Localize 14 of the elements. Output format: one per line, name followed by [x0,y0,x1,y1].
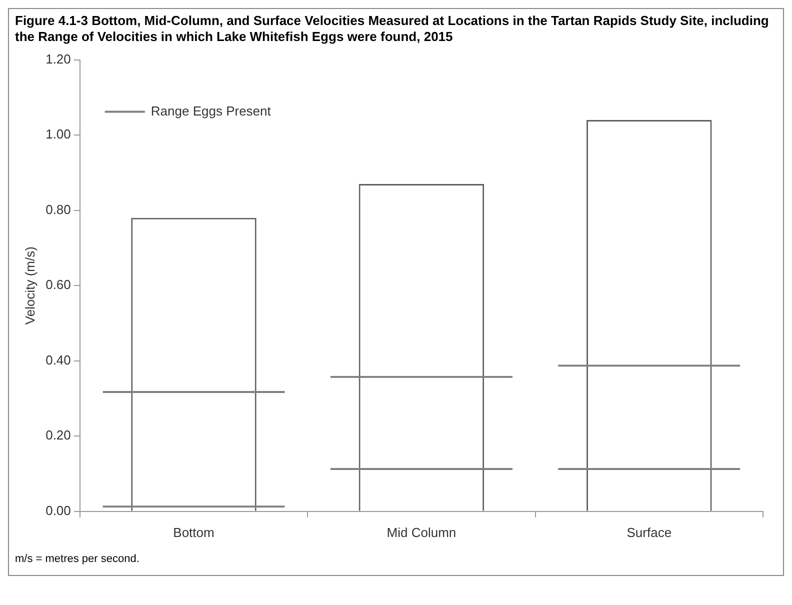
y-tick-label: 0.80 [46,202,71,217]
y-axis-title: Velocity (m/s) [22,246,38,325]
legend-label: Range Eggs Present [150,103,272,118]
text: m/s = metres per second. [14,552,140,567]
y-tick-label: 0.00 [46,502,71,518]
x-tick-label: Surface [626,524,672,540]
x-tick-label: Mid Column [386,524,456,540]
x-tick-label: Bottom [173,524,214,540]
y-tick-label: 0.20 [46,428,71,443]
chart-title: Figure 4.1-3 Bottom, Mid-Column, and Surface Velocities Measured at Locations in the Tartan Rapids Study Site, including the Range of Velocities in which Lake Whitefish Eggs were found, 2015 [14,12,770,46]
y-tick-label: 1.20 [46,51,71,66]
y-tick-label: 0.60 [46,277,71,292]
y-tick-label: 0.40 [46,352,71,368]
y-tick-label: 1.00 [46,126,71,142]
